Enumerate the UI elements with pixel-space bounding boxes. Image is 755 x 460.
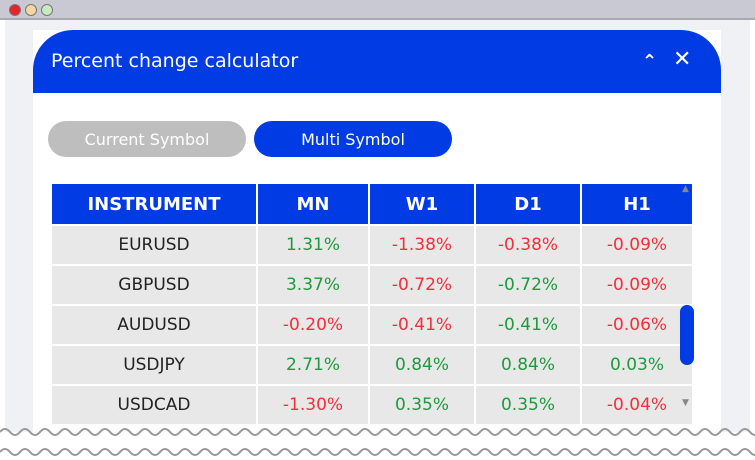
close-window-icon[interactable] <box>9 4 21 16</box>
panel-header: Percent change calculator ⌃ ✕ <box>33 30 721 93</box>
maximize-window-icon[interactable] <box>41 4 53 16</box>
percent-cell: 0.84% <box>475 344 582 385</box>
table-row: USDJPY 2.71% 0.84% 0.84% 0.03% <box>52 344 694 385</box>
column-header[interactable]: W1 <box>369 184 476 225</box>
column-header[interactable]: MN <box>257 184 370 225</box>
torn-edge <box>0 428 755 460</box>
instrument-cell: GBPUSD <box>52 264 258 305</box>
instrument-cell: EURUSD <box>52 224 258 265</box>
percent-cell: -0.72% <box>369 264 476 305</box>
percent-cell: -0.41% <box>475 304 582 345</box>
percent-cell: -0.72% <box>475 264 582 305</box>
percent-cell: -0.09% <box>581 224 694 265</box>
instrument-cell: USDJPY <box>52 344 258 385</box>
percent-cell: -1.38% <box>369 224 476 265</box>
percent-cell: 0.84% <box>369 344 476 385</box>
table-row: USDCAD -1.30% 0.35% 0.35% -0.04% <box>52 384 694 424</box>
minimize-window-icon[interactable] <box>25 4 37 16</box>
percent-cell: -0.41% <box>369 304 476 345</box>
table-row: EURUSD 1.31% -1.38% -0.38% -0.09% <box>52 224 694 265</box>
percent-cell: 0.35% <box>369 384 476 424</box>
column-header[interactable]: H1 <box>581 184 694 225</box>
tab-current-symbol[interactable]: Current Symbol <box>48 121 246 157</box>
calculator-panel: Percent change calculator ⌃ ✕ Current Sy… <box>33 30 721 460</box>
instrument-cell: USDCAD <box>52 384 258 424</box>
percent-cell: 2.71% <box>257 344 370 385</box>
tab-multi-symbol[interactable]: Multi Symbol <box>254 121 452 157</box>
scrollbar[interactable]: ▲ ▼ <box>678 184 696 412</box>
column-header[interactable]: INSTRUMENT <box>52 184 258 225</box>
percent-cell: -0.38% <box>475 224 582 265</box>
window-titlebar <box>0 0 755 20</box>
scroll-thumb[interactable] <box>680 305 694 365</box>
percent-cell: -1.30% <box>257 384 370 424</box>
percent-cell: -0.20% <box>257 304 370 345</box>
table-row: GBPUSD 3.37% -0.72% -0.72% -0.09% <box>52 264 694 305</box>
column-header[interactable]: D1 <box>475 184 582 225</box>
close-icon[interactable]: ✕ <box>673 47 692 72</box>
scroll-down-arrow[interactable]: ▼ <box>682 398 689 408</box>
scroll-up-arrow[interactable]: ▲ <box>682 184 689 194</box>
instrument-cell: AUDUSD <box>52 304 258 345</box>
percent-cell: -0.09% <box>581 264 694 305</box>
percent-cell: 0.03% <box>581 344 694 385</box>
percent-cell: 0.35% <box>475 384 582 424</box>
percent-cell: -0.04% <box>581 384 694 424</box>
chevron-up-icon[interactable]: ⌃ <box>642 51 658 72</box>
percent-cell: 1.31% <box>257 224 370 265</box>
percent-cell: -0.06% <box>581 304 694 345</box>
instrument-table: INSTRUMENT MN W1 D1 H1 EURUSD 1.31% -1.38% -0.3… <box>52 184 694 424</box>
panel-title: Percent change calculator <box>51 50 299 72</box>
table-row: AUDUSD -0.20% -0.41% -0.41% -0.06% <box>52 304 694 345</box>
percent-cell: 3.37% <box>257 264 370 305</box>
